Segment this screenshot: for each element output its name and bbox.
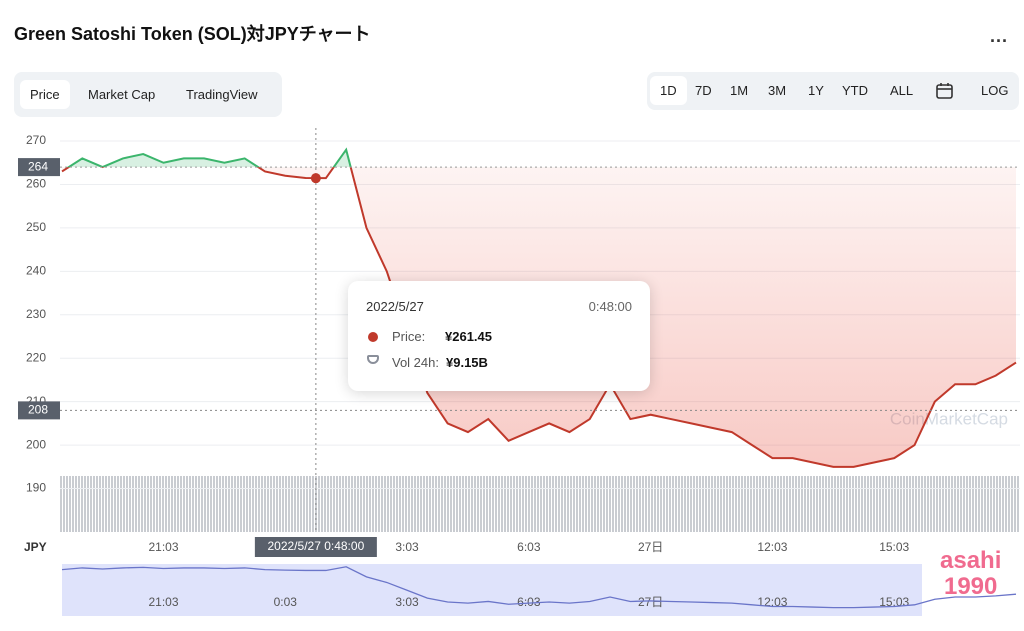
y-tick-label: 190 bbox=[26, 481, 46, 495]
range[interactable]: 1D bbox=[650, 76, 687, 105]
overlay-line: 1990 bbox=[943, 573, 998, 600]
volume-bars bbox=[60, 476, 1020, 532]
log-toggle[interactable]: LOG bbox=[981, 83, 1009, 98]
navigator-line bbox=[61, 566, 1017, 609]
tooltip-date: 2022/5/27 bbox=[366, 299, 424, 314]
crosshair-x-label: 2022/5/27 0:48:00 bbox=[267, 539, 364, 553]
range[interactable]: ALL bbox=[890, 83, 914, 98]
y-tick-label: 240 bbox=[26, 264, 46, 278]
baseline-tag bbox=[18, 158, 60, 177]
range-tabs: 1D 7D 1M 3M 1Y YTD ALL LOG bbox=[647, 72, 1019, 110]
range[interactable]: 7D bbox=[695, 83, 712, 98]
x-tick-label: 3:03 bbox=[395, 540, 419, 554]
range[interactable]: 1M bbox=[730, 83, 749, 98]
navigator-tick-label: 0:03 bbox=[274, 595, 298, 609]
title: Green Satoshi Token (SOL)対JPYチャート bbox=[14, 24, 371, 44]
navigator-tick-label: 6:03 bbox=[517, 595, 541, 609]
area bbox=[68, 149, 351, 168]
crosshair-x-tag bbox=[254, 537, 377, 557]
range[interactable]: YTD bbox=[842, 83, 868, 98]
x-tick-label: 15:03 bbox=[879, 540, 909, 554]
tooltip-dot bbox=[368, 332, 378, 342]
crosshair-tag bbox=[18, 401, 60, 420]
overlay-line: asahi bbox=[940, 547, 1002, 574]
price-line bbox=[61, 167, 1017, 468]
tooltip-vol-label: Vol 24h: bbox=[392, 355, 439, 370]
tooltip-vol: ¥9.15B bbox=[446, 355, 488, 370]
calendar-icon[interactable] bbox=[935, 81, 955, 101]
y-tick-label: 260 bbox=[26, 177, 46, 191]
x-tick-label: 6:03 bbox=[517, 540, 541, 554]
tooltip: 2022/5/27 0:48:00 Price: ¥261.45 Vol 24h… bbox=[348, 281, 650, 391]
navigator-tick-label: 3:03 bbox=[395, 595, 419, 609]
tooltip-time: 0:48:00 bbox=[588, 299, 632, 314]
y-tick-label: 200 bbox=[26, 437, 46, 451]
y-tick-label: 270 bbox=[26, 133, 46, 147]
price-line bbox=[66, 147, 352, 168]
y-tick-label: 220 bbox=[26, 350, 46, 364]
tooltip-price: ¥261.45 bbox=[445, 329, 492, 344]
tabs: Price Market Cap TradingView bbox=[14, 72, 282, 117]
tab[interactable]: Market Cap bbox=[88, 87, 156, 102]
y-tick-label: 250 bbox=[26, 220, 46, 234]
y-tick-label: 230 bbox=[26, 307, 46, 321]
tooltip-vol-icon bbox=[367, 355, 379, 364]
currency-label: JPY bbox=[24, 540, 47, 554]
x-tick-label: 21:03 bbox=[148, 540, 178, 554]
x-tick-label: 12:03 bbox=[757, 540, 787, 554]
navigator-tick-label: 27日 bbox=[638, 595, 663, 609]
x-tick-label: 27日 bbox=[638, 540, 663, 554]
crosshair-y-label: 208 bbox=[28, 403, 48, 417]
range[interactable]: 1Y bbox=[808, 83, 824, 98]
navigator-tick-label: 21:03 bbox=[148, 595, 178, 609]
hover-point bbox=[310, 173, 321, 184]
tooltip-price-label: Price: bbox=[392, 329, 426, 344]
navigator-window[interactable] bbox=[62, 564, 922, 616]
tab[interactable]: TradingView bbox=[186, 87, 258, 102]
overlay-text: asahi 1990 bbox=[940, 548, 1001, 600]
menu[interactable]: ... bbox=[989, 26, 1008, 46]
range[interactable]: 3M bbox=[768, 83, 787, 98]
baseline-label: 264 bbox=[28, 159, 48, 173]
tab[interactable]: Price bbox=[20, 80, 70, 109]
